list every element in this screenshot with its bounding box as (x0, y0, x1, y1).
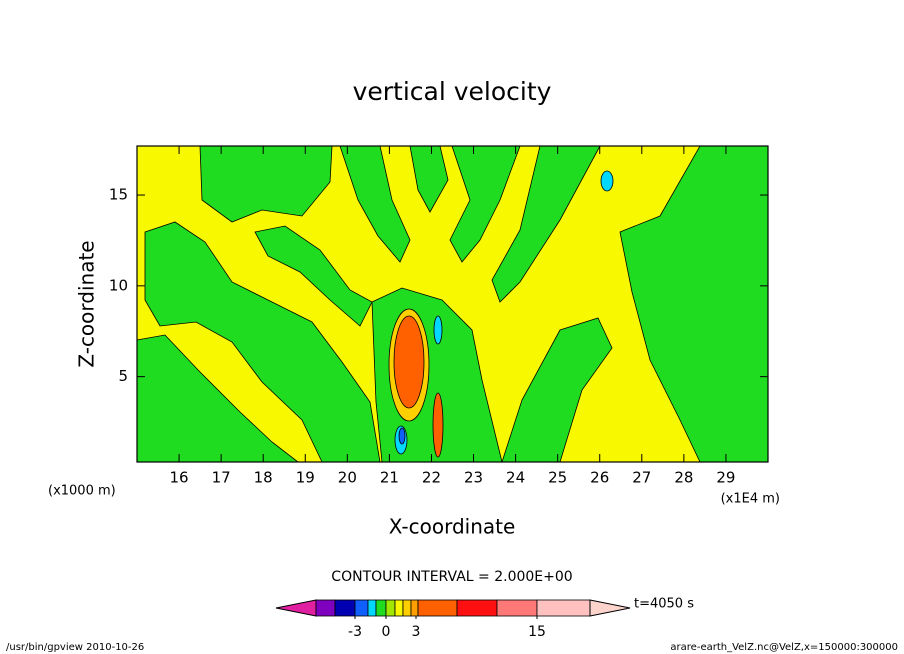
colorbar-box (367, 599, 377, 617)
chart-title: vertical velocity (353, 77, 552, 106)
y-tick-label: 15 (109, 186, 128, 204)
field-region (398, 427, 406, 445)
y-axis-label: Z-coordinate (75, 240, 99, 367)
field-region (339, 145, 411, 263)
field-region (199, 145, 333, 223)
x-unit-label: (x1000 m) (48, 484, 116, 499)
field-region (501, 317, 613, 463)
contour-field (136, 145, 769, 463)
colorbar-tick-label: -3 (348, 624, 362, 640)
y-tick-label: 10 (109, 276, 128, 294)
colorbar-box (402, 599, 412, 617)
x-tick-label: 18 (254, 469, 273, 487)
plot-frame (136, 145, 769, 463)
colorbar-box (315, 599, 336, 617)
footer-right: arare-earth_VelZ.nc@VelZ,x=150000:300000 (670, 642, 898, 653)
colorbar-box (536, 599, 591, 617)
field-region (254, 225, 373, 327)
x-tick-label: 23 (464, 469, 483, 487)
x-tick-label: 25 (548, 469, 567, 487)
colorbar-box (334, 599, 356, 617)
field-region (432, 392, 444, 458)
colorbar-box (496, 599, 538, 617)
field-region (491, 145, 601, 303)
colorbar-box (417, 599, 458, 617)
x-tick-label: 17 (212, 469, 231, 487)
colorbar-arrow (589, 599, 631, 617)
field-region (433, 315, 443, 345)
colorbar-box (394, 599, 404, 617)
x-axis-label: X-coordinate (389, 515, 516, 539)
field-region (449, 145, 521, 263)
y-tick-label: 5 (118, 367, 128, 385)
x-tick-label: 28 (674, 469, 693, 487)
x-tick-label: 21 (380, 469, 399, 487)
colorbar-box (410, 599, 419, 617)
x-tick-label: 16 (170, 469, 189, 487)
colorbar-box (385, 599, 396, 617)
field-region (600, 170, 614, 192)
footer-left: /usr/bin/gpview 2010-10-26 (6, 642, 144, 653)
x-tick-label: 26 (590, 469, 609, 487)
x-unit-label: (x1E4 m) (721, 492, 780, 507)
x-tick-label: 27 (632, 469, 651, 487)
colorbar-arrow (275, 599, 317, 617)
x-tick-label: 24 (506, 469, 525, 487)
colorbar-tick-label: 15 (528, 624, 546, 640)
x-tick-label: 19 (296, 469, 315, 487)
colorbar: -3 0 3 15 (275, 599, 631, 640)
contour-interval: CONTOUR INTERVAL = 2.000E+00 (331, 569, 572, 585)
colorbar-box (354, 599, 369, 617)
x-tick-label: 22 (422, 469, 441, 487)
colorbar-box (456, 599, 498, 617)
colorbar-box (375, 599, 387, 617)
x-tick-label: 20 (338, 469, 357, 487)
field-region (393, 315, 425, 409)
colorbar-tick-label: 3 (412, 624, 421, 640)
time-label: t=4050 s (634, 597, 694, 612)
x-tick-label: 29 (716, 469, 735, 487)
colorbar-tick-label: 0 (382, 624, 391, 640)
